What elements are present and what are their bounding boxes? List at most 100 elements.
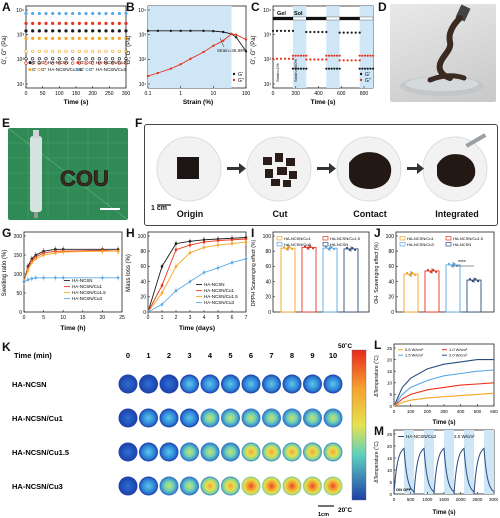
chart-c-point — [321, 58, 324, 61]
chart-h-point — [174, 289, 178, 293]
chart-g-legend-entry: HA-NCSN/Cu1.5 — [72, 290, 106, 295]
chart-c-point — [279, 57, 283, 60]
chart-m-off-band — [484, 430, 494, 494]
chart-l-ytick: 25 — [387, 346, 393, 351]
chart-l-ytick: 10 — [387, 381, 393, 386]
chart-j-dot — [426, 268, 430, 272]
chart-a-legend-entry: G'' — [41, 67, 46, 72]
chart-a-point — [57, 57, 61, 61]
chart-a-point — [71, 11, 75, 16]
thermal-image — [241, 476, 261, 496]
chart-i-legend-swatch — [322, 236, 329, 241]
chart-a-point — [57, 29, 61, 33]
chart-b-point — [244, 38, 248, 41]
chart-j-dot — [477, 279, 480, 283]
chart-l-legend-entry: 2.0 W/cm² — [449, 353, 468, 358]
chart-a-point — [37, 21, 41, 25]
chart-a-point — [91, 11, 95, 16]
thermal-image — [303, 442, 322, 462]
chart-h-xtick: 6 — [231, 315, 234, 321]
chart-m-legend-power: 2.0 W/cm² — [454, 434, 475, 439]
chart-h-point — [174, 242, 178, 245]
chart-c-point — [354, 31, 357, 34]
chart-h-xtick: 0 — [147, 315, 150, 321]
chart-j-legend-swatch — [399, 242, 406, 247]
chart-a-point — [91, 61, 95, 65]
chart-a-legend-marker — [28, 61, 32, 65]
chart-a-point — [104, 61, 108, 65]
chart-h-point — [244, 240, 248, 244]
chart-g-xtick: 15 — [80, 315, 86, 321]
chart-b-point — [244, 50, 248, 53]
chart-m-ytick: 25 — [387, 432, 393, 437]
chart-c-legend-marker — [359, 72, 363, 76]
thermal-image — [303, 408, 322, 428]
chart-m-xtick: 0 — [393, 497, 396, 502]
chart-m-ytick: 15 — [387, 456, 393, 461]
chart-j-sig: **** — [458, 260, 466, 266]
chart-c-point — [299, 67, 303, 70]
chart-i-bar — [343, 248, 359, 313]
chart-c-point — [297, 67, 300, 70]
chart-a-xtick: 50 — [40, 91, 46, 97]
chart-a-point — [24, 29, 28, 33]
thermal-time-tick: 1 — [146, 351, 150, 360]
chart-c-xtick: 400 — [314, 91, 323, 97]
chart-c-legend-entry: G' — [365, 72, 370, 78]
chart-a-point — [124, 21, 128, 25]
chart-c-point — [302, 54, 305, 57]
chart-g-point — [34, 276, 38, 280]
chart-c-point — [317, 30, 320, 34]
chart-c-sol-band — [326, 6, 340, 88]
chart-i-ytick: 20 — [265, 295, 271, 301]
chart-g-xtick: 0 — [23, 315, 26, 321]
chart-j-bar — [403, 273, 419, 313]
thermal-image — [200, 442, 220, 462]
chart-b-point — [230, 32, 233, 36]
chart-a-legend-marker — [76, 61, 80, 65]
chart-j-dot — [411, 271, 414, 275]
thermal-grid-k: Time (min) 0 1 2 3 4 5 6 7 8 9 10 HA-NCSN HA-NCSN/C… — [12, 342, 367, 518]
chart-a-point — [37, 36, 41, 40]
chart-a-point — [77, 49, 81, 53]
chart-b-point — [221, 30, 225, 34]
chart-c-point — [325, 30, 328, 34]
chart-g-point — [22, 280, 26, 283]
chart-c-point — [371, 67, 375, 70]
thermal-image — [180, 442, 199, 462]
thermal-image — [159, 374, 179, 394]
chart-a-point — [51, 21, 55, 25]
chart-c-point — [358, 59, 361, 62]
chart-m-ytick: 10 — [387, 468, 393, 473]
chart-a-point — [111, 57, 115, 61]
panel-f-box: 1 cm Origin Cut Contact Integrated — [144, 124, 498, 226]
chart-a-point — [64, 21, 68, 25]
chart-g-ytick: 150 — [14, 253, 23, 259]
thermal-image — [303, 374, 322, 394]
chart-c-sol-band — [359, 6, 373, 88]
chart-a-point — [57, 21, 61, 25]
chart-a-point — [124, 29, 128, 33]
chart-c-sol: Sol — [294, 11, 303, 17]
thermal-time-tick: 6 — [249, 351, 253, 360]
chart-c-point — [275, 57, 279, 60]
chart-c-point — [305, 54, 308, 57]
chart-h-legend-entry: HA-NCSN/Cu3 — [204, 300, 235, 305]
thermal-row-label: HA-NCSN/Cu1 — [12, 414, 63, 423]
chart-h-ytick: 100 — [138, 234, 147, 240]
thermal-image — [241, 442, 261, 462]
chart-a-point — [117, 36, 121, 40]
chart-a-point — [84, 49, 88, 53]
chart-a-point — [84, 36, 88, 40]
chart-i-bar — [280, 247, 296, 313]
thermal-image — [241, 374, 261, 394]
chart-b-legend-entry: G' — [238, 72, 243, 78]
chart-i-legend-swatch — [322, 242, 329, 247]
chart-c-point — [333, 54, 336, 57]
chart-a-point — [77, 29, 81, 33]
chart-m-xtick: 1500 — [439, 497, 450, 502]
chart-j-dot — [471, 279, 474, 283]
chart-l-legend-entry: 1.5 W/cm² — [405, 353, 424, 358]
chart-a-point — [57, 61, 61, 65]
chart-h-ylabel: Mass loss (%) — [126, 254, 132, 292]
